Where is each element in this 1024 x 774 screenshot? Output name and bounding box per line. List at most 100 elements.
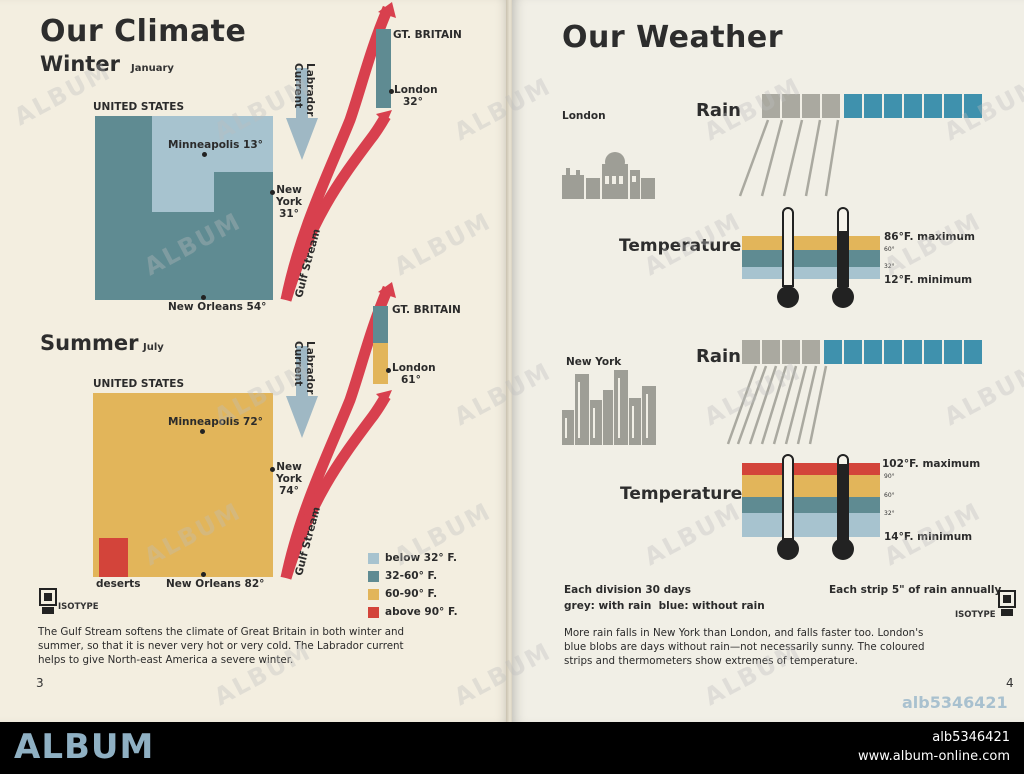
winter-newyork-line2: York xyxy=(276,196,303,209)
rain-cell-blue xyxy=(944,340,962,364)
right-page: Our Weather London Rain Temperature xyxy=(512,0,1024,722)
strip-note: Each strip 5" of rain annually xyxy=(829,584,1002,596)
summer-gb-label: GT. BRITAIN xyxy=(392,304,461,316)
rain-cell-blue xyxy=(844,94,862,118)
london-thermometer-right xyxy=(837,207,849,287)
summer-deserts-label: deserts xyxy=(96,578,141,590)
winter-neworleans-dot xyxy=(201,295,206,300)
legend-swatch-cool xyxy=(368,570,379,582)
rain-cell-grey xyxy=(782,94,800,118)
temperature-legend: below 32° F. 32-60° F. 60-90° F. above 9… xyxy=(368,549,458,621)
newyork-min-label: 14°F. minimum xyxy=(884,531,973,543)
london-thermometer-left xyxy=(782,207,794,287)
caption: The Gulf Stream softens the climate of G… xyxy=(38,626,405,666)
winter-gb-bar xyxy=(376,29,391,108)
summer-gulf-arrow-lower xyxy=(280,392,391,580)
summer-neworleans-label: New Orleans 82° xyxy=(166,578,265,590)
isotype-label: ISOTYPE xyxy=(58,602,99,612)
album-logo: ALBUM xyxy=(14,727,155,767)
newyork-thermometer-left xyxy=(782,454,794,540)
legend-swatch-cold xyxy=(368,552,379,564)
footer-bar: ALBUM alb5346421 www.album-online.com xyxy=(0,722,1024,774)
isotype-logo-icon xyxy=(39,588,57,614)
rain-cell-grey xyxy=(782,340,800,364)
legend-swatch-warm xyxy=(368,588,379,600)
legend-label: 32-60° F. xyxy=(385,569,438,582)
rain-cell-grey xyxy=(802,340,820,364)
legend-swatch-hot xyxy=(368,606,379,618)
footer-image-id: alb5346421 xyxy=(932,730,1010,745)
winter-gb-label: GT. BRITAIN xyxy=(393,29,462,41)
newyork-tick-60: 60° xyxy=(884,492,895,499)
summer-desert-region xyxy=(99,538,128,577)
london-skyline-icon xyxy=(562,152,655,199)
summer-labrador-label: Labrador Current xyxy=(291,341,316,395)
winter-london-label: London xyxy=(394,84,438,96)
isotype-label: ISOTYPE xyxy=(955,610,996,620)
newyork-skyline-icon xyxy=(562,370,656,445)
summer-london-dot xyxy=(386,368,391,373)
page-title: Our Climate xyxy=(40,14,247,49)
london-rain-streaks xyxy=(738,119,840,197)
summer-newyork-temp: 74° xyxy=(279,485,299,498)
summer-minneapolis-label: Minneapolis 72° xyxy=(168,416,263,428)
legend-item: 60-90° F. xyxy=(368,585,458,603)
winter-current-arrows xyxy=(280,2,396,302)
rain-cell-blue xyxy=(964,94,982,118)
london-tick-60: 60° xyxy=(884,246,895,253)
winter-labrador-label: Labrador Current xyxy=(291,63,316,117)
rain-cell-blue xyxy=(844,340,862,364)
newyork-max-label: 102°F. maximum xyxy=(882,458,981,470)
london-strip-cold xyxy=(742,267,880,279)
winter-london-temp: 32° xyxy=(403,96,423,109)
caption: More rain falls in New York than London,… xyxy=(564,627,925,667)
rain-cell-blue xyxy=(884,94,902,118)
london-max-label: 86°F. maximum xyxy=(884,231,975,243)
london-rain-strip xyxy=(762,94,984,120)
grey-blue-note: grey: with rain blue: without rain xyxy=(564,600,765,612)
london-city-label: London xyxy=(562,110,606,122)
newyork-strip-warm xyxy=(742,475,880,497)
newyork-rain-label: Rain xyxy=(696,346,741,367)
newyork-tick-32: 32° xyxy=(884,510,895,517)
rain-cell-grey xyxy=(762,94,780,118)
legend-item: below 32° F. xyxy=(368,549,458,567)
newyork-thermometer-right-bulb xyxy=(832,538,854,560)
page-number: 4 xyxy=(1006,676,1014,690)
winter-newyork-line1: New xyxy=(276,184,302,196)
rain-cell-blue xyxy=(904,94,922,118)
london-strip-cool xyxy=(742,250,880,267)
summer-minneapolis-dot xyxy=(200,429,205,434)
rain-cell-grey xyxy=(762,340,780,364)
image-id-stamp: alb5346421 xyxy=(902,693,1008,712)
rain-cell-grey xyxy=(802,94,820,118)
newyork-tick-90: 90° xyxy=(884,473,895,480)
newyork-strip-hot xyxy=(742,463,880,475)
summer-neworleans-dot xyxy=(201,572,206,577)
division-note: Each division 30 days xyxy=(564,584,692,596)
left-page: Our Climate Winter January UNITED STATES… xyxy=(0,0,510,722)
footer-url-link[interactable]: www.album-online.com xyxy=(857,749,1010,764)
newyork-strip-cold xyxy=(742,513,880,537)
newyork-thermometer-right xyxy=(837,454,849,540)
newyork-temperature-label: Temperature xyxy=(620,484,743,504)
newyork-thermometer-left-bulb xyxy=(777,538,799,560)
rain-cell-blue xyxy=(884,340,902,364)
legend-label: below 32° F. xyxy=(385,551,457,564)
london-thermometer-right-bulb xyxy=(832,286,854,308)
summer-newyork-line1: New xyxy=(276,461,302,473)
page-number: 3 xyxy=(36,676,44,690)
summer-month: July xyxy=(143,342,164,353)
rain-cell-grey xyxy=(742,340,760,364)
book-gutter xyxy=(506,0,514,722)
rain-cell-blue xyxy=(824,340,842,364)
winter-month: January xyxy=(131,63,174,74)
rain-cell-blue xyxy=(924,94,942,118)
rain-cell-blue xyxy=(904,340,922,364)
london-tick-32: 32° xyxy=(884,263,895,270)
rain-cell-blue xyxy=(864,340,882,364)
newyork-rain-strip xyxy=(742,340,984,366)
newyork-rain-streaks xyxy=(726,365,828,445)
london-rain-label: Rain xyxy=(696,100,741,121)
summer-labrador-arrow xyxy=(286,346,318,438)
